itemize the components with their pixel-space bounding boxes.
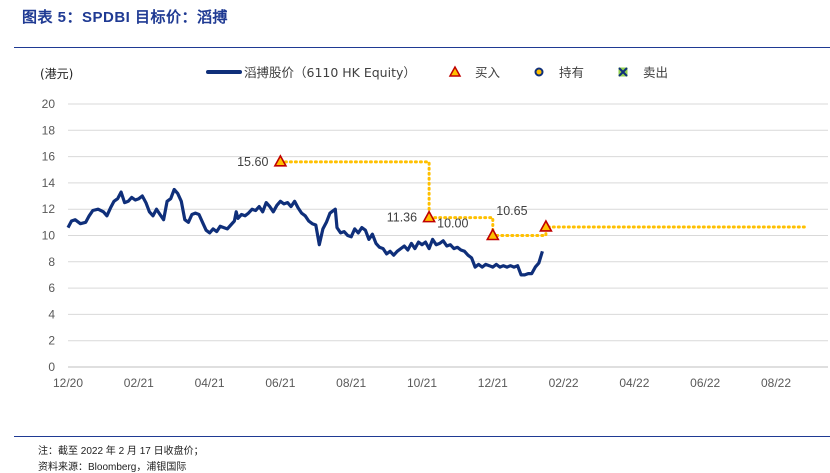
legend-circle-icon xyxy=(534,67,544,77)
buy-marker-1 xyxy=(273,154,288,167)
x-tick-label-02-21: 02/21 xyxy=(124,376,154,390)
figure-title: 图表 5：SPDBI 目标价：滔搏 xyxy=(22,9,229,26)
x-tick-label-06-22: 06/22 xyxy=(690,376,720,390)
x-axis-ticks: 12/20 02/21 04/21 06/21 08/21 10/21 12/21 02/22… xyxy=(53,376,791,390)
legend-label-buy: 买入 xyxy=(475,65,501,80)
x-tick-label-04-21: 04/21 xyxy=(195,376,225,390)
buy-marker-2 xyxy=(422,209,436,223)
buy-markers: 15.60 11.36 10.00 10.65 xyxy=(237,154,553,241)
y-tick-label-20: 20 xyxy=(42,97,56,111)
share-price-line xyxy=(66,187,544,277)
y-tick-label-14: 14 xyxy=(42,176,56,190)
gridlines xyxy=(68,103,828,342)
price-chart: 0 2 4 6 8 10 12 14 16 18 20 12/20 02/21 04/21 06/21 08… xyxy=(40,65,828,390)
legend: 滔搏股价（6110 HK Equity） 买入 持有 卖出 xyxy=(206,65,668,80)
y-tick-label-4: 4 xyxy=(48,307,55,321)
legend-triangle-icon xyxy=(448,65,462,77)
legend-cross-icon xyxy=(618,67,628,77)
legend-label-hold: 持有 xyxy=(559,65,584,80)
x-tick-label-04-22: 04/22 xyxy=(619,376,649,390)
y-tick-label-10: 10 xyxy=(42,229,56,243)
legend-label-price: 滔搏股价（6110 HK Equity） xyxy=(244,65,416,80)
y-tick-label-18: 18 xyxy=(42,123,56,137)
x-tick-label-08-22: 08/22 xyxy=(761,376,791,390)
y-tick-label-2: 2 xyxy=(48,334,55,348)
buy-marker-4 xyxy=(539,219,553,232)
buy-marker-label-3: 10.00 xyxy=(437,217,468,231)
footnote: 注：截至 2022 年 2 月 17 日收盘价； xyxy=(38,446,204,457)
legend-label-sell: 卖出 xyxy=(643,65,668,80)
buy-marker-label-1: 15.60 xyxy=(237,155,268,169)
x-tick-label-08-21: 08/21 xyxy=(336,376,366,390)
y-tick-label-0: 0 xyxy=(48,360,55,374)
buy-marker-label-2: 11.36 xyxy=(387,211,417,225)
buy-marker-label-4: 10.65 xyxy=(496,204,527,218)
x-tick-label-12-21: 12/21 xyxy=(478,376,508,390)
y-tick-label-12: 12 xyxy=(42,202,56,216)
y-axis-unit-label: (港元) xyxy=(40,67,73,81)
source-note: 资料来源：Bloomberg，浦银国际 xyxy=(38,462,187,473)
y-tick-label-6: 6 xyxy=(48,281,55,295)
x-tick-label-02-22: 02/22 xyxy=(549,376,579,390)
x-tick-label-12-20: 12/20 xyxy=(53,376,83,390)
y-tick-label-16: 16 xyxy=(42,150,56,164)
y-axis-ticks: 0 2 4 6 8 10 12 14 16 18 20 xyxy=(42,97,56,374)
bottom-rule xyxy=(14,436,830,437)
x-tick-label-06-21: 06/21 xyxy=(265,376,295,390)
target-price-line xyxy=(278,160,806,237)
y-tick-label-8: 8 xyxy=(48,255,55,269)
buy-marker-3 xyxy=(485,227,500,241)
top-rule xyxy=(14,47,830,48)
x-tick-label-10-21: 10/21 xyxy=(407,376,437,390)
